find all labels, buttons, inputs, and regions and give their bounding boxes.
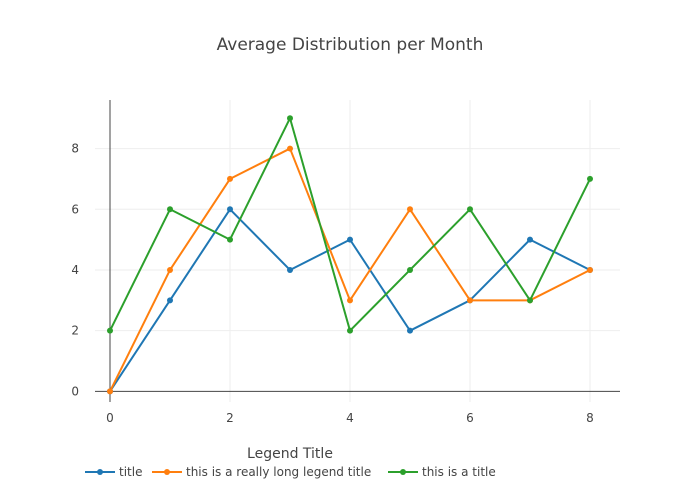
x-tick-label: 2 (226, 411, 234, 425)
legend-swatch-marker (97, 469, 103, 475)
legend-item-1[interactable]: title (85, 465, 142, 479)
data-point[interactable] (527, 297, 533, 304)
data-point[interactable] (467, 206, 473, 213)
data-point[interactable] (107, 327, 113, 334)
legend-item-2[interactable]: this is a really long legend title (152, 465, 371, 479)
data-point[interactable] (347, 297, 353, 304)
data-point[interactable] (407, 206, 413, 213)
y-tick-label: 6 (71, 202, 79, 216)
data-point[interactable] (227, 175, 233, 182)
series-3 (107, 115, 593, 334)
legend-label: this is a title (422, 465, 496, 479)
x-tick-label: 6 (466, 411, 474, 425)
data-point[interactable] (107, 388, 113, 395)
legend[interactable]: Legend Title title this is a really long … (85, 446, 496, 479)
data-point[interactable] (407, 266, 413, 273)
legend-swatch-marker (400, 469, 406, 475)
x-tick-label: 8 (586, 411, 594, 425)
y-tick-label: 4 (71, 263, 79, 277)
axes (95, 100, 620, 402)
data-point[interactable] (527, 236, 533, 243)
legend-item-3[interactable]: this is a title (388, 465, 496, 479)
chart-title: Average Distribution per Month (217, 35, 484, 55)
y-tick-label: 2 (71, 324, 79, 338)
data-point[interactable] (287, 145, 293, 152)
x-tick-label: 0 (106, 411, 114, 425)
x-tick-label: 4 (346, 411, 354, 425)
data-point[interactable] (347, 327, 353, 334)
legend-label: this is a really long legend title (186, 465, 371, 479)
data-point[interactable] (227, 206, 233, 213)
y-tick-label: 8 (71, 142, 79, 156)
legend-swatch-marker (164, 469, 170, 475)
data-point[interactable] (467, 297, 473, 304)
data-point[interactable] (347, 236, 353, 243)
data-point[interactable] (407, 327, 413, 334)
y-tick-label: 0 (71, 384, 79, 398)
tick-labels: 0 2 4 6 8 0 2 4 6 8 (71, 142, 593, 425)
data-point[interactable] (287, 266, 293, 273)
data-point[interactable] (167, 206, 173, 213)
data-point[interactable] (167, 266, 173, 273)
data-point[interactable] (287, 115, 293, 122)
data-point[interactable] (587, 266, 593, 273)
data-point[interactable] (587, 175, 593, 182)
legend-label: title (119, 465, 142, 479)
data-point[interactable] (227, 236, 233, 243)
gridlines (95, 100, 620, 402)
series-lines (107, 115, 593, 395)
data-point[interactable] (167, 297, 173, 304)
legend-title: Legend Title (247, 446, 333, 462)
